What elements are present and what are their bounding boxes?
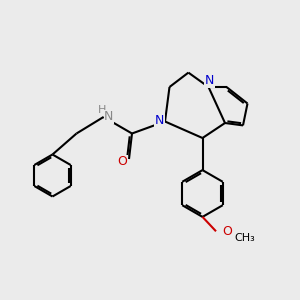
Text: CH₃: CH₃ (234, 233, 255, 243)
Text: H: H (98, 105, 106, 116)
Text: N: N (104, 110, 114, 124)
Text: O: O (223, 225, 232, 239)
Text: O: O (118, 155, 127, 169)
Text: N: N (155, 113, 164, 127)
Text: N: N (205, 74, 214, 88)
